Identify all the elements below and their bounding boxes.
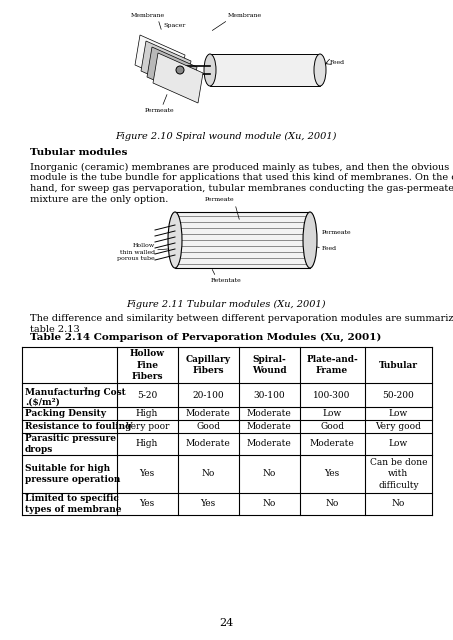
Text: Plate-and-
Frame: Plate-and- Frame: [306, 355, 358, 375]
Text: Hollow
Fine
Fibers: Hollow Fine Fibers: [130, 349, 164, 381]
Text: Tubular modules: Tubular modules: [30, 148, 127, 157]
Text: Can be done
with
difficulty: Can be done with difficulty: [370, 458, 427, 490]
Text: Figure 2.10 Spiral wound module (Xu, 2001): Figure 2.10 Spiral wound module (Xu, 200…: [116, 132, 337, 141]
Text: Capillary
Fibers: Capillary Fibers: [186, 355, 231, 375]
Text: Feed: Feed: [322, 246, 337, 250]
Text: Low: Low: [389, 409, 408, 418]
Ellipse shape: [314, 54, 326, 86]
Text: 30-100: 30-100: [253, 390, 285, 399]
Text: Feed: Feed: [330, 60, 345, 65]
Ellipse shape: [303, 212, 317, 268]
Text: 5-20: 5-20: [137, 390, 157, 399]
Text: Moderate: Moderate: [186, 409, 231, 418]
Text: Permeate: Permeate: [145, 108, 174, 113]
Text: Moderate: Moderate: [247, 422, 291, 431]
Text: Good: Good: [196, 422, 220, 431]
Text: Spiral-
Wound: Spiral- Wound: [252, 355, 286, 375]
Text: Yes: Yes: [200, 499, 216, 509]
Text: No: No: [202, 470, 215, 479]
Text: table 2.13: table 2.13: [30, 324, 80, 333]
Text: Tubular: Tubular: [379, 360, 418, 369]
Text: .($/m²): .($/m²): [25, 398, 60, 407]
Text: Yes: Yes: [324, 470, 340, 479]
Text: 50-200: 50-200: [382, 390, 414, 399]
Ellipse shape: [168, 212, 182, 268]
Text: 2: 2: [84, 387, 88, 392]
Text: The difference and similarity between different pervaporation modules are summar: The difference and similarity between di…: [30, 314, 453, 323]
Text: 100-300: 100-300: [313, 390, 351, 399]
Text: No: No: [262, 470, 276, 479]
Text: Figure 2.11 Tubular modules (Xu, 2001): Figure 2.11 Tubular modules (Xu, 2001): [126, 300, 326, 309]
Polygon shape: [141, 41, 191, 91]
Ellipse shape: [204, 54, 216, 86]
Text: module is the tube bundle for applications that used this kind of membranes. On : module is the tube bundle for applicatio…: [30, 173, 453, 182]
Text: Inorganic (ceramic) membranes are produced mainly as tubes, and then the obvious: Inorganic (ceramic) membranes are produc…: [30, 163, 449, 172]
Text: Permeate: Permeate: [322, 230, 352, 234]
Text: Moderate: Moderate: [310, 440, 355, 449]
Text: Spacer: Spacer: [163, 24, 185, 29]
Text: Moderate: Moderate: [247, 440, 291, 449]
Polygon shape: [175, 212, 310, 268]
Text: Membrane: Membrane: [131, 13, 165, 18]
Text: Moderate: Moderate: [247, 409, 291, 418]
Text: Suitable for high
pressure operation: Suitable for high pressure operation: [25, 464, 120, 484]
Text: hand, for sweep gas pervaporation, tubular membranes conducting the gas-permeate: hand, for sweep gas pervaporation, tubul…: [30, 184, 453, 193]
Text: 20-100: 20-100: [192, 390, 224, 399]
Text: Low: Low: [389, 440, 408, 449]
Polygon shape: [147, 47, 197, 97]
Text: 24: 24: [219, 618, 233, 628]
Ellipse shape: [176, 66, 184, 74]
Text: Very poor: Very poor: [125, 422, 169, 431]
Text: No: No: [262, 499, 276, 509]
Text: Resistance to fouling: Resistance to fouling: [25, 422, 131, 431]
Text: Yes: Yes: [140, 499, 155, 509]
Polygon shape: [210, 54, 320, 86]
Text: Limited to specific
types of membrane: Limited to specific types of membrane: [25, 494, 121, 514]
Text: No: No: [325, 499, 339, 509]
Text: Table 2.14 Comparison of Pervaporation Modules (Xu, 2001): Table 2.14 Comparison of Pervaporation M…: [30, 333, 381, 342]
Text: High: High: [136, 409, 158, 418]
Text: Good: Good: [320, 422, 344, 431]
Text: Yes: Yes: [140, 470, 155, 479]
Text: Hollow
thin walled
porous tube: Hollow thin walled porous tube: [117, 243, 155, 260]
Text: Low: Low: [323, 409, 342, 418]
Text: Manufacturing Cost: Manufacturing Cost: [25, 388, 126, 397]
Text: Permeate: Permeate: [205, 197, 235, 202]
Text: High: High: [136, 440, 158, 449]
Text: Retentate: Retentate: [211, 278, 241, 283]
Text: mixture are the only option.: mixture are the only option.: [30, 195, 169, 204]
Text: No: No: [392, 499, 405, 509]
Text: Membrane: Membrane: [228, 13, 262, 18]
Text: Moderate: Moderate: [186, 440, 231, 449]
Text: Very good: Very good: [376, 422, 421, 431]
Text: Packing Density: Packing Density: [25, 409, 106, 418]
Polygon shape: [153, 53, 203, 103]
Text: Parasitic pressure
drops: Parasitic pressure drops: [25, 434, 116, 454]
Polygon shape: [135, 35, 185, 85]
